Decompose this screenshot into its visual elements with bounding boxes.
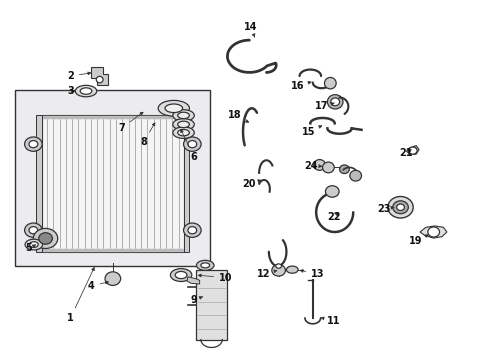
Ellipse shape	[187, 140, 196, 148]
Bar	[42, 116, 183, 252]
Ellipse shape	[275, 264, 281, 268]
Ellipse shape	[25, 239, 42, 250]
Ellipse shape	[158, 100, 189, 116]
Ellipse shape	[313, 159, 325, 170]
Ellipse shape	[96, 76, 103, 83]
Text: 18: 18	[228, 111, 248, 122]
Ellipse shape	[183, 137, 201, 151]
Text: 22: 22	[327, 212, 340, 221]
Ellipse shape	[322, 162, 333, 173]
Ellipse shape	[172, 110, 194, 121]
Ellipse shape	[24, 137, 42, 151]
Ellipse shape	[29, 140, 38, 148]
Ellipse shape	[201, 263, 209, 268]
Ellipse shape	[177, 112, 189, 119]
Text: 7: 7	[118, 112, 143, 133]
Ellipse shape	[29, 242, 38, 247]
Text: 4: 4	[88, 281, 108, 291]
Text: 5: 5	[25, 243, 36, 253]
Ellipse shape	[407, 147, 416, 154]
Text: 3: 3	[67, 86, 74, 96]
Ellipse shape	[164, 104, 182, 113]
Text: 21: 21	[398, 148, 412, 158]
Ellipse shape	[33, 228, 58, 248]
Ellipse shape	[29, 226, 38, 234]
Ellipse shape	[286, 266, 298, 273]
Ellipse shape	[427, 227, 439, 237]
Ellipse shape	[39, 233, 52, 244]
Ellipse shape	[24, 223, 42, 237]
Bar	[15, 90, 210, 266]
Ellipse shape	[177, 130, 189, 136]
Ellipse shape	[349, 170, 361, 181]
Ellipse shape	[327, 95, 342, 109]
Text: 9: 9	[190, 295, 202, 305]
Ellipse shape	[105, 272, 121, 285]
Bar	[183, 116, 189, 252]
Text: 11: 11	[321, 316, 340, 325]
Text: 1: 1	[67, 267, 94, 323]
Text: 23: 23	[377, 204, 393, 214]
Text: 2: 2	[67, 71, 91, 81]
Ellipse shape	[187, 226, 196, 234]
Text: 6: 6	[181, 130, 197, 162]
Ellipse shape	[172, 119, 194, 130]
Ellipse shape	[387, 197, 412, 218]
Bar	[36, 116, 42, 252]
Text: 13: 13	[300, 269, 324, 279]
Text: 8: 8	[140, 123, 155, 147]
Text: 15: 15	[301, 126, 321, 136]
Text: 14: 14	[244, 22, 257, 37]
Ellipse shape	[175, 271, 186, 279]
Ellipse shape	[339, 165, 348, 174]
Ellipse shape	[177, 121, 189, 128]
Bar	[195, 270, 227, 339]
Ellipse shape	[183, 223, 201, 237]
Ellipse shape	[271, 265, 285, 276]
Text: 16: 16	[290, 81, 310, 91]
Ellipse shape	[392, 201, 407, 214]
Text: 12: 12	[257, 269, 276, 279]
Text: 24: 24	[304, 161, 321, 171]
Polygon shape	[186, 277, 199, 284]
Text: 17: 17	[315, 102, 334, 112]
Ellipse shape	[75, 85, 97, 97]
Ellipse shape	[325, 186, 338, 197]
Text: 10: 10	[198, 273, 232, 283]
Ellipse shape	[172, 127, 194, 138]
Polygon shape	[91, 67, 108, 85]
Polygon shape	[419, 226, 446, 238]
Polygon shape	[406, 145, 418, 154]
Ellipse shape	[196, 260, 214, 270]
Ellipse shape	[80, 88, 92, 94]
Ellipse shape	[396, 204, 404, 211]
Ellipse shape	[330, 98, 339, 106]
Text: 20: 20	[242, 179, 261, 189]
Ellipse shape	[170, 269, 191, 282]
Text: 19: 19	[408, 235, 427, 246]
Ellipse shape	[324, 77, 335, 89]
